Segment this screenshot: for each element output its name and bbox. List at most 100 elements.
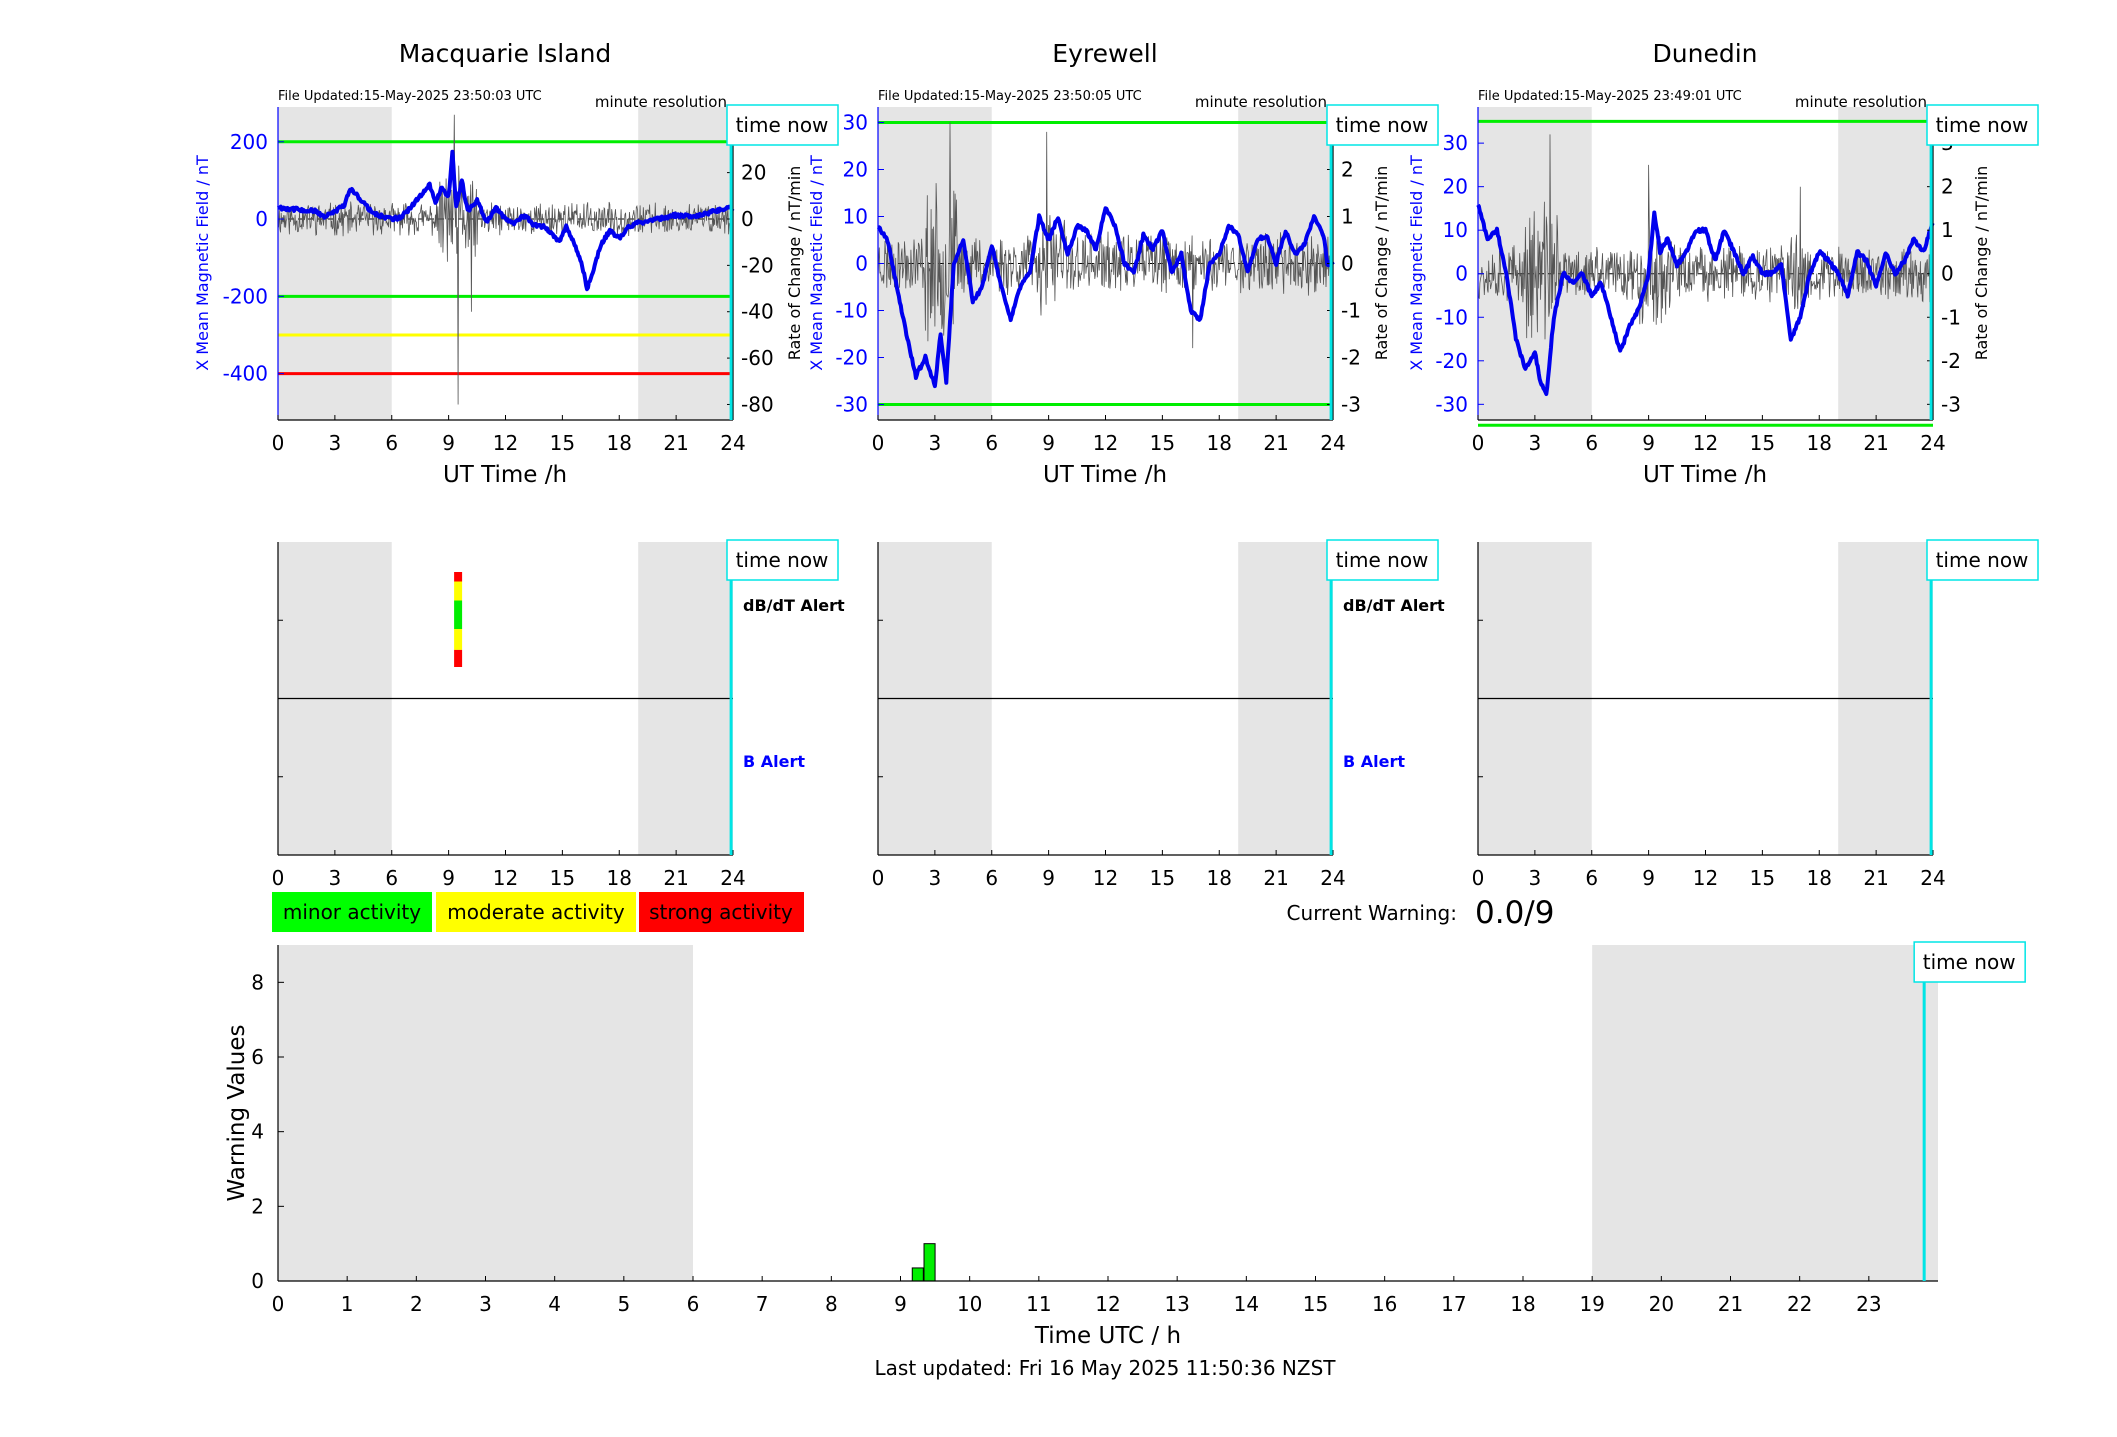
warning-x-tick-label: 16 — [1372, 1292, 1397, 1316]
alert-panel-dunedin: 0 3 6 9 12 15 18 21 24 time now — [1472, 539, 2039, 890]
x-tick-label: 6 — [385, 431, 398, 455]
mean-field-trace — [276, 149, 735, 292]
left-tick-label: -10 — [1435, 305, 1468, 329]
x-tick-label: 21 — [1263, 431, 1288, 455]
warning-x-tick-label: 17 — [1441, 1292, 1466, 1316]
time-now-box — [1926, 539, 2039, 581]
right-tick-label: 0 — [1341, 252, 1354, 276]
warning-x-tick-label: 22 — [1787, 1292, 1812, 1316]
x-tick-label: 6 — [1585, 431, 1598, 455]
warning-x-tick-label: 23 — [1856, 1292, 1881, 1316]
night-shading — [278, 945, 693, 1281]
right-tick-label: 20 — [741, 161, 766, 185]
x-tick-label: 9 — [442, 431, 455, 455]
resolution-label: minute resolution — [1795, 93, 1927, 111]
x-tick-label: 0 — [272, 866, 285, 890]
warning-x-tick-label: 18 — [1510, 1292, 1535, 1316]
time-now-label: time now — [1336, 548, 1429, 572]
alert-panel-macquarie: 0 3 6 9 12 15 18 21 24 time now dB/dT Alert B Ale… — [272, 539, 845, 890]
x-tick-label: 3 — [929, 431, 942, 455]
warning-x-tick-label: 6 — [687, 1292, 700, 1316]
night-shading — [1838, 107, 1933, 420]
right-tick-label: -2 — [1341, 345, 1361, 369]
warning-x-tick-label: 9 — [894, 1292, 907, 1316]
x-tick-label: 24 — [720, 866, 745, 890]
right-tick-label: -20 — [741, 253, 774, 277]
x-tick-label: 3 — [1529, 866, 1542, 890]
x-tick-label: 12 — [1693, 866, 1718, 890]
left-tick-label: 0 — [255, 207, 268, 231]
dbdt-alert-label: dB/dT Alert — [1343, 596, 1445, 615]
x-tick-label: 9 — [442, 866, 455, 890]
alert-segment — [454, 581, 463, 601]
time-now-label: time now — [1336, 113, 1429, 137]
left-tick-label: -10 — [835, 298, 868, 322]
time-now-label: time now — [1936, 113, 2029, 137]
x-tick-label: 15 — [1150, 866, 1175, 890]
plot-layer: 0 3 6 9 12 15 18 21 24 time now — [272, 539, 839, 890]
resolution-label: minute resolution — [1195, 93, 1327, 111]
resolution-label: minute resolution — [595, 93, 727, 111]
x-tick-label: 24 — [1920, 431, 1945, 455]
station-title: Eyrewell — [1052, 39, 1157, 68]
x-tick-label: 6 — [385, 866, 398, 890]
x-tick-label: 9 — [1042, 866, 1055, 890]
warning-x-tick-label: 21 — [1718, 1292, 1743, 1316]
alert-segment — [454, 629, 463, 650]
alert-segment — [454, 600, 463, 629]
left-axis-label: X Mean Magnetic Field / nT — [807, 155, 826, 371]
warning-y-axis-label: Warning Values — [224, 1024, 250, 1201]
left-tick-label: 0 — [855, 252, 868, 276]
left-tick-label: -30 — [1435, 392, 1468, 416]
file-updated-text: File Updated:15-May-2025 23:49:01 UTC — [1478, 89, 1742, 104]
right-axis-label: Rate of Change / nT/min — [1972, 166, 1991, 361]
right-tick-label: -40 — [741, 300, 774, 324]
left-tick-label: -200 — [223, 284, 268, 308]
legend-swatch-minor — [272, 892, 432, 932]
warning-bar — [911, 1267, 924, 1282]
x-tick-label: 24 — [1920, 866, 1945, 890]
x-tick-label: 0 — [1472, 866, 1485, 890]
field-panel-dunedin: 3020100-10-20-303210-1-2-303691215182124… — [1407, 39, 2039, 488]
plot-layer: 3020100-10-20-303210-1-2-303691215182124… — [835, 104, 1439, 455]
x-tick-label: 0 — [1472, 431, 1485, 455]
time-now-box — [1326, 104, 1439, 146]
warning-x-tick-label: 7 — [756, 1292, 769, 1316]
x-tick-label: 21 — [1863, 866, 1888, 890]
time-now-box — [1926, 104, 2039, 146]
legend-swatch-moderate — [436, 892, 636, 932]
dbdt-alert-label: dB/dT Alert — [743, 596, 845, 615]
x-tick-label: 21 — [663, 431, 688, 455]
right-tick-label: 2 — [1341, 158, 1354, 182]
left-tick-label: -30 — [835, 392, 868, 416]
warning-x-tick-label: 4 — [548, 1292, 561, 1316]
night-shading — [1592, 945, 1938, 1281]
right-tick-label: 1 — [1941, 218, 1954, 242]
plot-layer: 3020100-10-20-303210-1-2-303691215182124… — [1435, 104, 2039, 455]
warning-x-tick-label: 14 — [1234, 1292, 1259, 1316]
left-axis-label: X Mean Magnetic Field / nT — [1407, 155, 1426, 371]
x-tick-label: 18 — [1807, 431, 1832, 455]
mean-field-trace — [1476, 203, 1935, 396]
time-now-box — [726, 539, 839, 581]
x-tick-label: 15 — [1750, 866, 1775, 890]
warning-x-tick-label: 20 — [1649, 1292, 1674, 1316]
left-tick-label: -20 — [1435, 349, 1468, 373]
alert-segment — [454, 649, 463, 667]
x-tick-label: 12 — [1093, 431, 1118, 455]
field-panel-eyrewell: 3020100-10-20-303210-1-2-303691215182124… — [807, 39, 1439, 488]
plot-layer: 0 3 6 9 12 15 18 21 24 time now — [1472, 539, 2039, 890]
field-panel-macquarie: 2000-200-40040200-20-40-60-8003691215182… — [193, 39, 839, 488]
left-axis-label: X Mean Magnetic Field / nT — [193, 155, 212, 371]
right-tick-label: -3 — [1341, 392, 1361, 416]
x-tick-label: 0 — [272, 431, 285, 455]
right-tick-label: -3 — [1941, 392, 1961, 416]
x-axis-label: UT Time /h — [443, 462, 567, 488]
left-tick-label: 30 — [843, 111, 868, 135]
alert-segment — [454, 572, 463, 582]
warning-x-tick-label: 13 — [1164, 1292, 1189, 1316]
warning-x-tick-label: 12 — [1095, 1292, 1120, 1316]
left-tick-label: 10 — [1443, 218, 1468, 242]
warning-x-tick-label: 10 — [957, 1292, 982, 1316]
